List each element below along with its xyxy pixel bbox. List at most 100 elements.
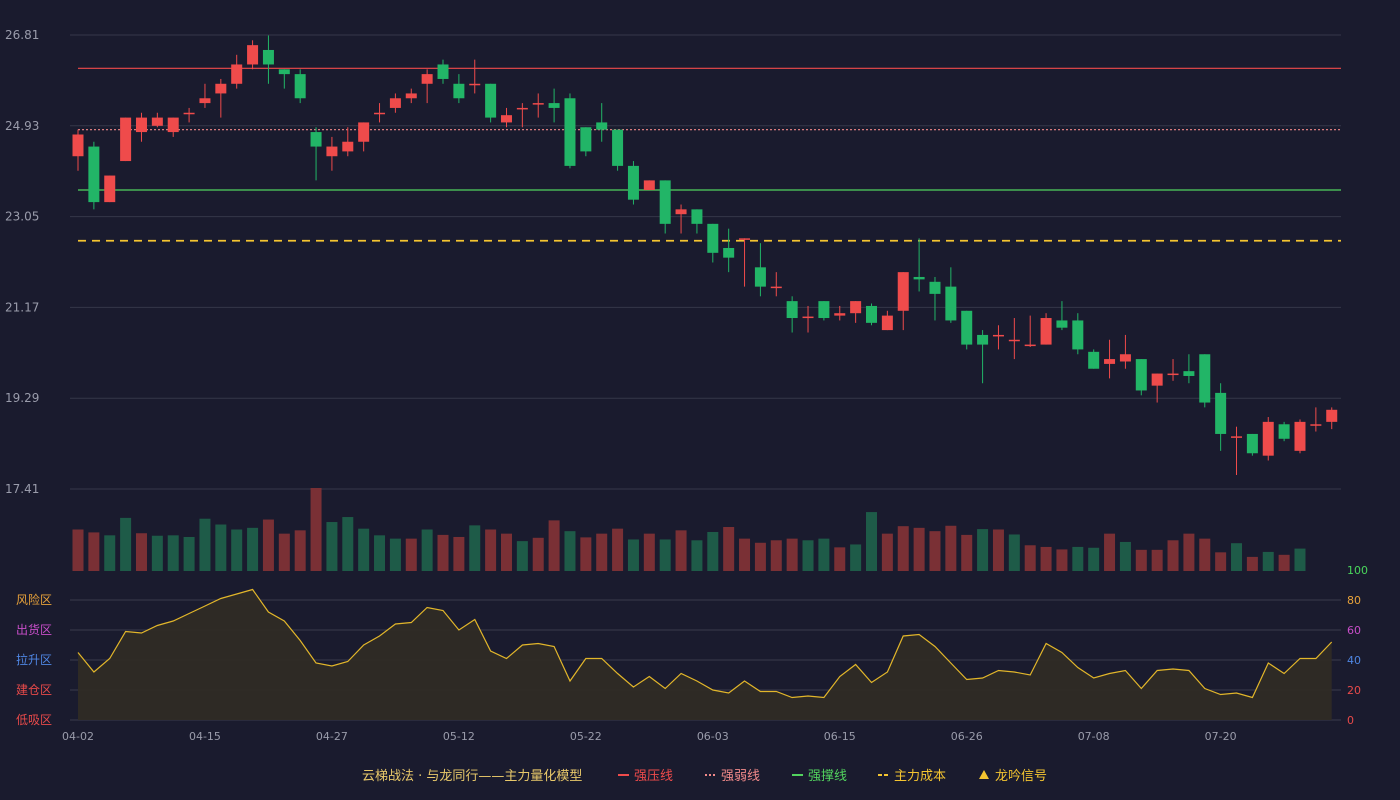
volume-bar — [548, 520, 560, 571]
volume-bar — [977, 529, 989, 571]
candle-body — [1310, 424, 1322, 426]
indicator-tick-label: 40 — [1347, 654, 1361, 667]
volume-bar — [72, 529, 84, 571]
volume-bar — [596, 533, 608, 571]
volume-bar — [866, 512, 877, 571]
candle-body — [723, 247, 735, 258]
candle-body — [596, 122, 608, 130]
volume-bar — [183, 536, 195, 571]
price-tick-label: 24.93 — [5, 119, 39, 133]
volume-bar — [691, 540, 703, 571]
volume-bar — [675, 530, 687, 571]
price-tick-label: 21.17 — [5, 300, 39, 314]
volume-bar — [215, 524, 227, 571]
volume-bar — [88, 532, 100, 571]
candle-body — [1135, 359, 1147, 391]
indicator-zone-label: 风险区 — [16, 592, 52, 607]
volume-bar — [754, 542, 766, 571]
candle-body — [834, 313, 846, 316]
volume-bar — [992, 529, 1004, 571]
volume-bar — [818, 538, 830, 571]
candle-body — [1199, 354, 1211, 403]
volume-bar — [326, 522, 338, 571]
candle-body — [1104, 359, 1116, 364]
candle-body — [72, 134, 84, 157]
volume-bar — [1135, 549, 1147, 571]
volume-bar — [421, 529, 433, 571]
volume-bar — [310, 488, 322, 571]
candle-body — [247, 45, 259, 65]
volume-bar — [278, 533, 290, 571]
volume-bar — [659, 539, 671, 571]
volume-bar — [1215, 552, 1227, 571]
volume-bar — [802, 540, 814, 571]
candle-body — [707, 223, 719, 253]
candle-body — [151, 117, 163, 126]
candle-body — [421, 74, 433, 84]
candle-body — [675, 209, 687, 215]
x-tick-label: 06-15 — [824, 730, 856, 743]
volume-bar — [167, 535, 179, 571]
candle-body — [1167, 373, 1179, 376]
indicator-tick-label: 60 — [1347, 624, 1361, 637]
volume-bar — [739, 538, 751, 571]
volume-bar — [1167, 540, 1179, 571]
candle-body — [961, 310, 973, 345]
candle-body — [516, 107, 528, 110]
candle-body — [1231, 436, 1243, 438]
volume-bar — [913, 527, 925, 571]
candle-body — [231, 64, 243, 84]
candle-body — [866, 305, 877, 323]
indicator-tick-label: 100 — [1347, 564, 1368, 577]
volume-bar — [1008, 534, 1020, 571]
candle-body — [1056, 320, 1068, 328]
candle-body — [453, 83, 465, 99]
volume-bar — [294, 530, 306, 571]
volume-bar — [532, 537, 544, 571]
volume-bar — [1072, 546, 1084, 571]
volume-bar — [389, 538, 401, 571]
x-tick-label: 07-08 — [1078, 730, 1110, 743]
candle-body — [135, 117, 147, 133]
volume-bar — [612, 528, 624, 571]
volume-bar — [1088, 547, 1100, 571]
candle-body — [405, 93, 417, 99]
volume-bar — [723, 527, 735, 571]
price-tick-label: 19.29 — [5, 391, 39, 405]
volume-bar — [786, 538, 798, 571]
volume-bar — [358, 528, 370, 571]
indicator-zone-label: 出货区 — [16, 622, 52, 637]
candle-body — [1326, 409, 1338, 422]
candle-body — [310, 132, 322, 147]
candle-body — [945, 286, 957, 321]
candle-body — [1072, 320, 1084, 350]
volume-bar — [469, 525, 481, 571]
volume-bar — [881, 533, 893, 571]
candle-body — [358, 122, 370, 142]
volume-bar — [342, 517, 354, 571]
volume-bar — [1104, 533, 1116, 571]
legend-title: 云梯战法 · 与龙同行——主力量化模型 — [362, 769, 582, 784]
candle-body — [1215, 392, 1227, 434]
volume-bar — [262, 519, 274, 571]
indicator-tick-label: 20 — [1347, 684, 1361, 697]
indicator-line — [77, 588, 1333, 699]
candle-body — [199, 98, 211, 104]
volume-bar — [707, 531, 719, 571]
candle-body — [215, 83, 227, 94]
candle-body — [627, 165, 639, 200]
candle-body — [278, 69, 290, 75]
candle-body — [739, 238, 751, 240]
legend-label: 主力成本 — [894, 769, 946, 784]
candle-body — [929, 281, 941, 294]
candle-body — [167, 117, 179, 133]
candle-body — [548, 103, 560, 108]
volume-bar — [374, 535, 386, 571]
price-tick-label: 26.81 — [5, 28, 39, 42]
volume-bar — [247, 527, 259, 571]
candle-body — [897, 272, 909, 311]
candle-body — [754, 267, 766, 287]
candle-body — [1088, 351, 1100, 369]
candle-body — [770, 286, 782, 289]
